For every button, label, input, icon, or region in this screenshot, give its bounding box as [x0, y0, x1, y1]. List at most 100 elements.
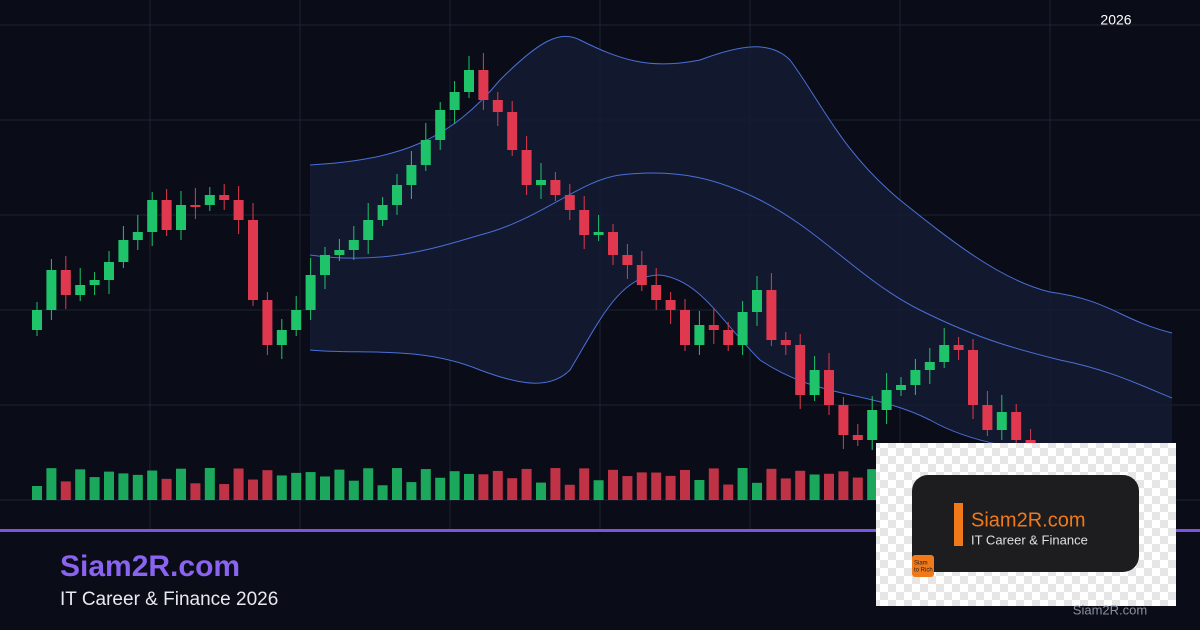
volume-bar — [550, 468, 561, 500]
candle-body — [161, 200, 172, 230]
volume-bar — [377, 485, 388, 500]
candle-body — [737, 312, 748, 345]
candle-body — [896, 385, 906, 390]
volume-bar — [161, 478, 172, 500]
divider — [0, 529, 1200, 532]
volume-bar — [190, 483, 201, 500]
brand-subtitle: IT Career & Finance 2026 — [60, 589, 278, 610]
logo-badge — [912, 555, 934, 577]
candle-body — [276, 330, 287, 345]
volume-bar — [680, 469, 690, 500]
candle-body — [305, 275, 316, 310]
candle-body — [377, 205, 388, 220]
volume-bar — [766, 468, 777, 500]
candle-body — [248, 220, 258, 300]
volume-bar — [708, 468, 719, 500]
volume-bar — [564, 484, 575, 500]
candle-body — [636, 265, 647, 285]
candle-body — [147, 200, 158, 232]
volume-bar — [651, 472, 662, 500]
volume-bar — [420, 469, 431, 500]
candles — [32, 53, 1036, 454]
candle-body — [593, 232, 604, 235]
candle-body — [838, 405, 849, 435]
candle-body — [60, 270, 71, 295]
candle-body — [665, 300, 676, 310]
volume-bar — [204, 468, 215, 500]
volume-bar — [492, 470, 503, 500]
candle-body — [420, 140, 431, 165]
year-label: 2026 — [1100, 12, 1131, 28]
candle-body — [1011, 412, 1022, 440]
candle-body — [824, 370, 834, 405]
volume-bar — [478, 474, 489, 500]
volume-bar — [694, 480, 705, 500]
volume-bar — [795, 470, 806, 500]
logo-card: Siam2R.com IT Career & Finance Siam to R… — [876, 443, 1176, 606]
candle-body — [507, 112, 518, 150]
volume-bar — [737, 468, 748, 500]
candle-body — [435, 110, 446, 140]
candle-body — [924, 362, 935, 370]
badge-line: Siam — [914, 561, 928, 567]
volume-bar — [320, 476, 330, 500]
candle-body — [809, 370, 820, 395]
volume-bar — [248, 479, 258, 500]
volume-bar — [132, 474, 143, 500]
volume-bar — [435, 477, 446, 500]
candle-body — [219, 195, 230, 200]
candle-body — [939, 345, 950, 362]
volume-bar — [449, 471, 460, 500]
volume-bar — [262, 470, 273, 500]
candle-body — [852, 435, 863, 440]
volume-bar — [147, 470, 158, 500]
volume-bar — [89, 477, 100, 500]
volume-bar — [291, 472, 302, 500]
candle-body — [651, 285, 662, 300]
candle-body — [320, 255, 330, 275]
volume-bar — [348, 480, 359, 500]
logo-title: Siam2R.com — [971, 509, 1085, 531]
volume-bar — [536, 482, 546, 500]
volume-bar — [276, 475, 287, 500]
volume-bar — [392, 468, 402, 500]
candle-body — [608, 232, 618, 255]
band-middle — [309, 172, 1173, 399]
logo-panel — [912, 475, 1139, 572]
volume-bar — [305, 472, 316, 500]
volume-bar — [608, 469, 618, 500]
candle-body — [89, 280, 100, 285]
candle-body — [262, 300, 273, 345]
band-fill — [310, 36, 1172, 471]
volume-bar — [464, 473, 474, 500]
candle-body — [766, 290, 777, 340]
candle-body — [680, 310, 690, 345]
candle-body — [492, 100, 503, 112]
candle-body — [104, 262, 114, 280]
candle-body — [723, 330, 734, 345]
volume-bar — [838, 471, 849, 500]
candle-body — [449, 92, 460, 110]
badge-line: to Rich — [914, 568, 933, 574]
volume-bar — [780, 478, 791, 500]
candle-body — [752, 290, 762, 312]
volume-bar — [75, 469, 86, 500]
volume-bar — [665, 475, 676, 500]
volume-bar — [852, 477, 863, 500]
volume-bar — [104, 471, 114, 500]
volume-bar — [233, 468, 244, 500]
candle-body — [564, 195, 575, 210]
candle-body — [464, 70, 474, 92]
candle-body — [348, 240, 359, 250]
candle-body — [579, 210, 590, 235]
candle-body — [910, 370, 921, 385]
volume-bar — [363, 468, 374, 500]
volume-bar — [219, 484, 230, 500]
band-lower — [309, 274, 1173, 471]
footer-url: Siam2R.com — [1073, 602, 1147, 617]
volume-bar — [32, 486, 42, 500]
candle-body — [996, 412, 1007, 430]
volume-bar — [60, 481, 71, 500]
candle-body — [32, 310, 42, 330]
candle-body — [708, 325, 719, 330]
